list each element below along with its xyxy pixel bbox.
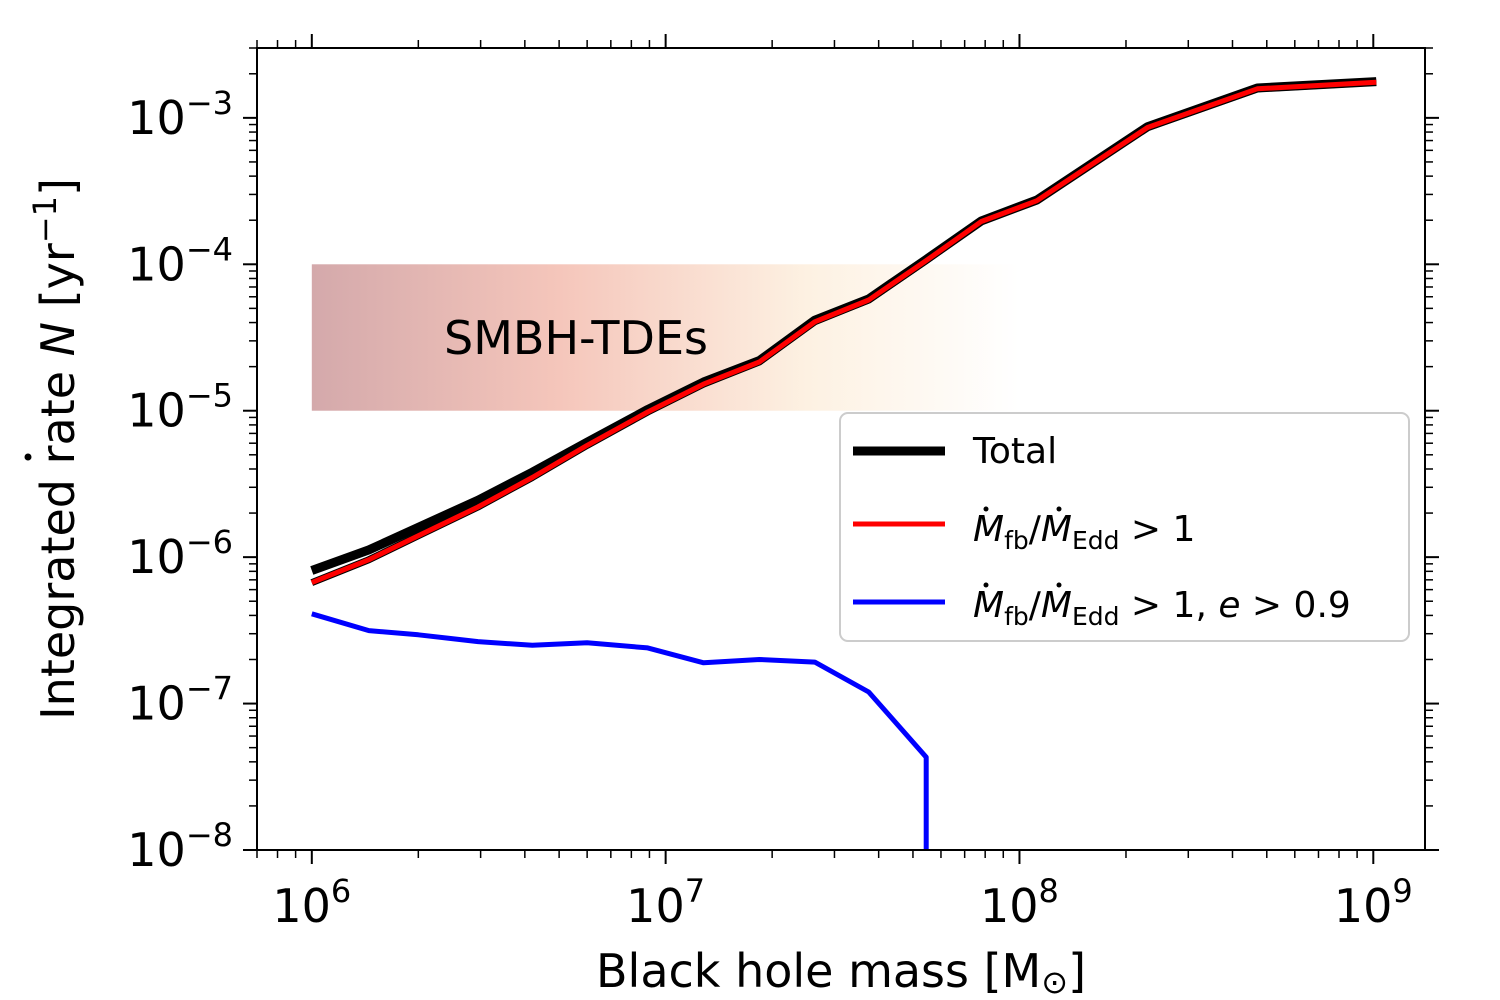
y-tick-label: 10−7 [127,670,233,731]
y-axis-label-group: Integrated rate N [yr−1] [24,178,85,720]
y-tick-label: 10−6 [127,523,233,584]
band-label: SMBH-TDEs [444,311,708,365]
legend-dot-2b [1056,582,1062,588]
legend-label-fb-edd: Mfb/MEdd > 1 [973,509,1195,555]
legend-label-fb-edd-ecc: Mfb/MEdd > 1, e > 0.9 [973,585,1351,631]
y-tick-label: 10−3 [127,84,233,145]
y-tick-label: 10−8 [127,816,233,877]
plot-frame [256,47,1426,851]
tick-layer [243,34,1439,864]
smbh-tde-band [311,264,1020,411]
y-axis-label: Integrated rate N [yr−1] [26,178,85,720]
x-axis-label: Black hole mass [M⊙] [596,944,1086,1000]
y-tick-labels: 10−8 10−7 10−6 10−5 10−4 10−3 [127,84,233,877]
y-tick-label: 10−5 [127,377,233,438]
series-line-fb_edd_gt1_ecc [311,611,929,850]
y-tick-label: 10−4 [127,230,233,291]
y-label-dot [24,453,32,461]
x-tick-label: 107 [626,872,705,933]
legend-box [839,412,1410,642]
legend-dot-2a [983,582,989,588]
legend: Total Mfb/MEdd > 1 Mfb/MEdd > 1, e > 0.9 [839,412,1410,642]
x-tick-label: 108 [980,872,1059,933]
legend-dot-1a [983,506,989,512]
x-tick-labels: 106 107 108 109 [272,872,1412,933]
legend-label-total: Total [972,431,1057,472]
series-line-fb_edd_gt1 [310,79,1377,585]
x-tick-label: 109 [1334,872,1413,933]
series-layer [310,77,1377,850]
x-tick-label: 106 [272,872,351,933]
legend-dot-1b [1056,506,1062,512]
